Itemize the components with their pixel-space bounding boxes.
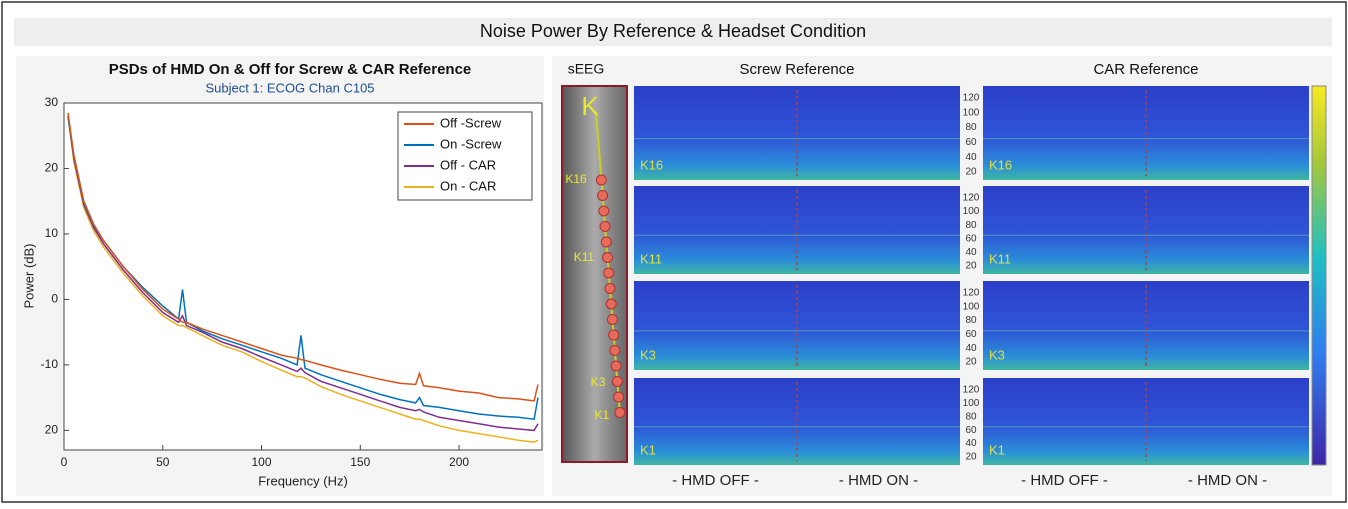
frequency-tick: 60 <box>965 425 977 436</box>
seeg-label: sEEG <box>568 61 605 77</box>
frequency-tick: 120 <box>963 93 980 104</box>
legend-label: On - CAR <box>440 178 496 193</box>
condition-label: - HMD ON - <box>839 472 918 489</box>
electrode-contact <box>610 360 622 372</box>
row-label: K11 <box>640 251 662 266</box>
x-tick-label: 200 <box>449 455 469 469</box>
frequency-tick: 80 <box>965 315 977 326</box>
y-tick-label: 20 <box>45 161 59 175</box>
frequency-tick: 20 <box>965 261 977 272</box>
x-tick-label: 50 <box>156 455 170 469</box>
electrode-contact <box>609 345 621 356</box>
frequency-tick: 80 <box>965 122 977 133</box>
frequency-tick: 40 <box>965 247 977 258</box>
electrode-contact <box>605 298 617 310</box>
row-label: K16 <box>640 157 663 172</box>
contact-label: K16 <box>565 172 587 186</box>
row-label: K1 <box>989 442 1005 457</box>
row-label: K1 <box>640 442 656 457</box>
frequency-tick: 100 <box>963 398 980 409</box>
electrode-contact <box>597 190 609 201</box>
electrode-contact <box>614 407 626 418</box>
frequency-tick: 20 <box>965 167 977 178</box>
y-axis-label: Power (dB) <box>21 243 36 308</box>
frequency-tick: 60 <box>965 137 977 148</box>
x-tick-label: 100 <box>252 455 272 469</box>
electrode-contact <box>603 267 615 279</box>
frequency-tick: 40 <box>965 343 977 354</box>
y-tick-label: 0 <box>51 292 58 306</box>
row-label: K11 <box>989 251 1011 266</box>
psd-line <box>67 116 539 443</box>
contact-label: K3 <box>591 375 606 389</box>
spectrogram <box>983 281 1309 370</box>
condition-label: - HMD OFF - <box>672 472 759 489</box>
condition-label: - HMD ON - <box>1188 472 1267 489</box>
contact-label: K11 <box>574 250 595 264</box>
y-tick-label: 30 <box>45 95 59 109</box>
contact-label: K1 <box>595 408 610 422</box>
electrode-contact <box>613 391 625 403</box>
chart-title: PSDs of HMD On & Off for Screw & CAR Ref… <box>109 61 472 78</box>
figure-title: Noise Power By Reference & Headset Condi… <box>480 21 866 41</box>
frequency-tick: 40 <box>965 438 977 449</box>
psd-line <box>67 115 539 432</box>
legend <box>397 111 533 201</box>
title-bar <box>14 18 1332 46</box>
y-tick-label: 20 <box>45 423 59 437</box>
electrode-contact <box>604 283 616 294</box>
electrode-contact <box>598 205 610 217</box>
frequency-tick: 60 <box>965 329 977 340</box>
legend-label: Off -Screw <box>440 115 502 130</box>
chart-subtitle: Subject 1: ECOG Chan C105 <box>205 80 374 95</box>
frequency-tick: 80 <box>965 411 977 422</box>
frequency-tick: 100 <box>963 107 980 118</box>
frequency-tick: 120 <box>963 385 980 396</box>
frequency-tick: 120 <box>963 193 980 204</box>
electrode-contact <box>600 236 612 248</box>
frequency-tick: 20 <box>965 357 977 368</box>
x-tick-label: 0 <box>61 455 68 469</box>
frequency-tick: 120 <box>963 288 980 299</box>
spectrogram <box>983 186 1309 274</box>
contact-label: K <box>581 91 599 121</box>
panel-title: Screw Reference <box>739 61 854 78</box>
frequency-tick: 100 <box>963 206 980 217</box>
frequency-tick: 60 <box>965 233 977 244</box>
spectrogram <box>983 378 1309 465</box>
electrode-contact <box>611 376 623 387</box>
electrode-contact <box>599 221 611 232</box>
panel-title: CAR Reference <box>1093 61 1198 78</box>
electrode-contact <box>608 329 620 341</box>
row-label: K3 <box>989 347 1005 362</box>
condition-label: - HMD OFF - <box>1021 472 1108 489</box>
row-label: K16 <box>989 157 1012 172</box>
psd-line <box>67 112 539 402</box>
electrode-contact <box>606 314 618 325</box>
electrode-contact <box>595 174 607 186</box>
row-label: K3 <box>640 347 656 362</box>
x-axis-label: Frequency (Hz) <box>258 473 348 488</box>
spectrogram <box>634 378 960 465</box>
seeg-image <box>561 85 628 463</box>
legend-label: Off - CAR <box>440 157 496 172</box>
frequency-tick: 80 <box>965 220 977 231</box>
colorbar <box>1311 85 1327 466</box>
frequency-tick: 20 <box>965 452 977 463</box>
spectrogram <box>634 281 960 370</box>
frequency-tick: 40 <box>965 152 977 163</box>
x-tick-label: 150 <box>350 455 370 469</box>
spectrogram <box>634 186 960 274</box>
electrode-contact <box>602 252 614 263</box>
y-tick-label: -10 <box>41 357 59 371</box>
y-tick-label: 10 <box>45 226 59 240</box>
legend-label: On -Screw <box>440 136 502 151</box>
frequency-tick: 100 <box>963 301 980 312</box>
